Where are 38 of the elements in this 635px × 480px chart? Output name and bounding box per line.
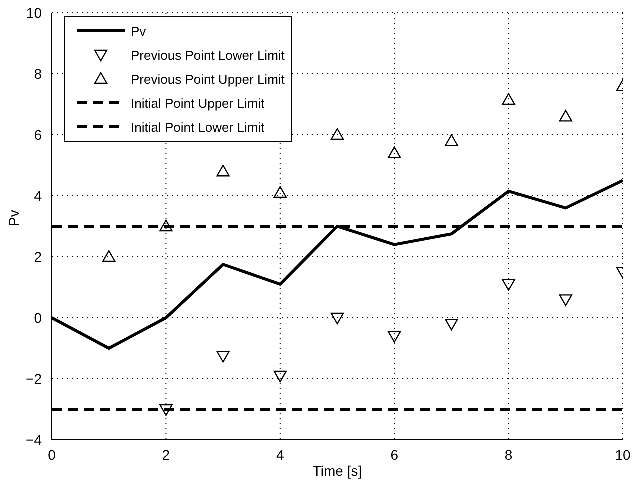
- point: [330, 312, 344, 325]
- point: [502, 279, 516, 292]
- point: [502, 93, 516, 106]
- x-tick-label: 4: [276, 446, 284, 463]
- point: [160, 404, 173, 416]
- y-tick-label: 10: [26, 4, 42, 21]
- legend-label: Initial Point Upper Limit: [131, 96, 265, 110]
- point: [330, 128, 344, 140]
- y-tick-label: 4: [34, 188, 42, 204]
- y-tick-label: 2: [34, 248, 42, 265]
- y-tick-label: −4: [26, 432, 42, 448]
- legend-label: Initial Point Lower Limit: [131, 120, 265, 134]
- point: [216, 165, 230, 177]
- x-tick-label: 2: [162, 446, 170, 463]
- legend-label: Previous Point Upper Limit: [131, 72, 285, 86]
- point: [274, 186, 287, 198]
- y-tick-label: 8: [34, 66, 42, 82]
- point: [388, 331, 402, 343]
- x-tick-label: 8: [504, 446, 513, 463]
- point: [216, 351, 230, 363]
- x-tick-label: 0: [48, 446, 56, 463]
- legend-label: Previous Point Lower Limit: [131, 48, 285, 62]
- y-tick-label: 0: [34, 310, 42, 326]
- point: [559, 294, 572, 306]
- point: [102, 250, 116, 262]
- x-tick-label: 10: [615, 446, 631, 463]
- point: [445, 134, 458, 146]
- point: [445, 319, 458, 331]
- x-tick-label: 6: [390, 446, 399, 463]
- point: [274, 370, 287, 383]
- point: [160, 220, 173, 232]
- y-tick-label: 6: [34, 126, 42, 143]
- y-axis-title: Pv: [6, 210, 22, 226]
- y-tick-label: −2: [26, 370, 42, 387]
- legend-label: Pv: [131, 24, 146, 38]
- x-axis-title: Time [s]: [312, 463, 362, 479]
- point: [388, 146, 402, 158]
- point: [559, 110, 572, 122]
